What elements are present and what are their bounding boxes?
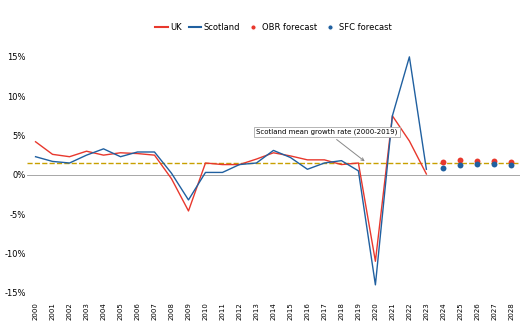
- Point: [507, 160, 516, 165]
- Legend: UK, Scotland, OBR forecast, SFC forecast: UK, Scotland, OBR forecast, SFC forecast: [152, 19, 395, 35]
- Text: Scotland mean growth rate (2000-2019): Scotland mean growth rate (2000-2019): [256, 129, 398, 161]
- Point: [473, 158, 482, 163]
- Point: [439, 165, 447, 170]
- Point: [456, 157, 465, 162]
- Point: [507, 162, 516, 167]
- Point: [490, 161, 498, 167]
- Point: [456, 163, 465, 168]
- Point: [473, 161, 482, 167]
- Point: [490, 159, 498, 164]
- Point: [439, 160, 447, 165]
